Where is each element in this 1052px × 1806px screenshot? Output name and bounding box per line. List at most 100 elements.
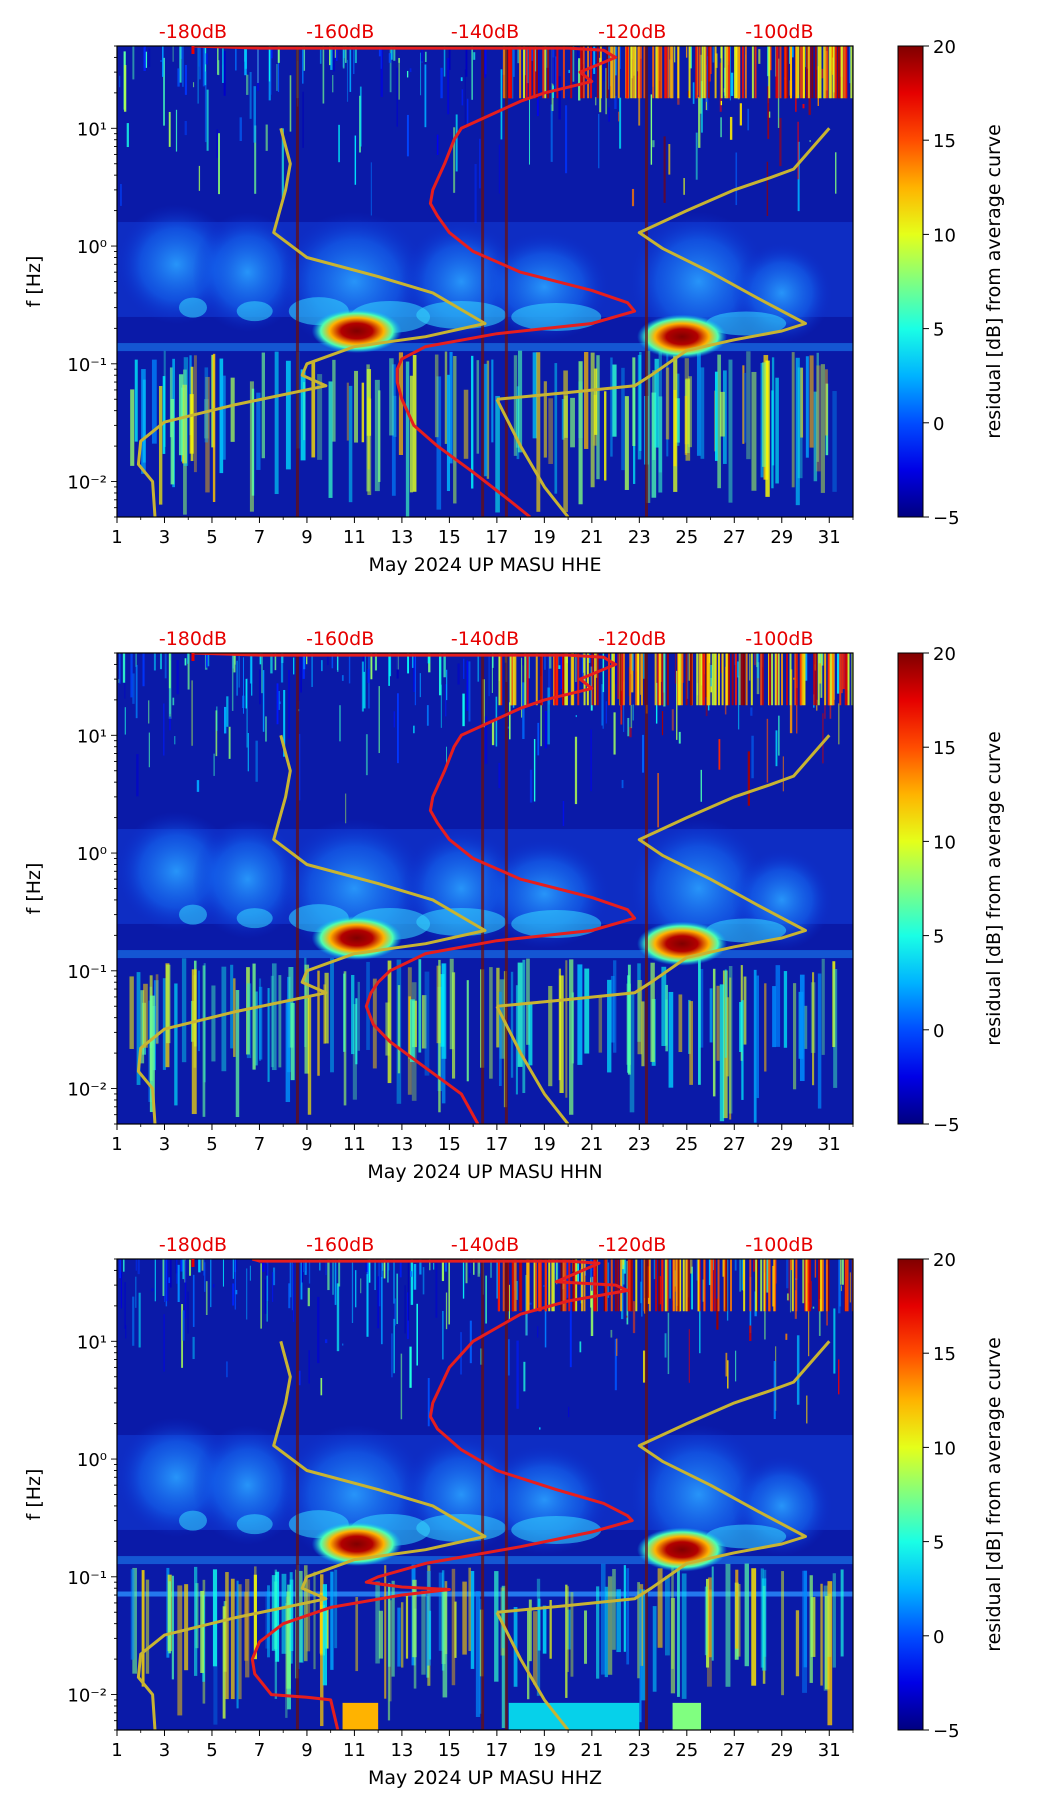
hf-streak bbox=[232, 1259, 234, 1279]
hf-streak bbox=[298, 733, 301, 801]
hf-streak bbox=[203, 1259, 205, 1276]
hf-streak bbox=[812, 1306, 815, 1309]
hf-streak bbox=[242, 657, 244, 714]
hf-streak bbox=[632, 1301, 636, 1334]
hf-streak bbox=[393, 1259, 395, 1304]
lf-streak bbox=[651, 392, 657, 498]
noise-line bbox=[117, 1591, 853, 1597]
hf-streak bbox=[443, 653, 446, 678]
hf-streak bbox=[426, 705, 429, 726]
hf-streak bbox=[509, 46, 512, 99]
hf-streak bbox=[739, 103, 742, 126]
hf-streak bbox=[409, 1346, 412, 1388]
hf-streak bbox=[308, 1259, 311, 1284]
x-tick-label: 31 bbox=[818, 1134, 841, 1155]
hf-streak bbox=[298, 1370, 301, 1386]
lf-streak bbox=[569, 959, 574, 1115]
hf-streak bbox=[751, 735, 754, 779]
hf-streak bbox=[846, 653, 849, 706]
hf-streak bbox=[842, 653, 845, 690]
lf-streak bbox=[681, 1573, 687, 1699]
lf-streak bbox=[222, 1606, 226, 1719]
lf-streak bbox=[143, 983, 148, 1048]
hf-streak bbox=[671, 709, 674, 731]
hf-streak bbox=[657, 653, 660, 706]
spectrogram-texture bbox=[117, 653, 853, 1124]
lf-streak bbox=[810, 1597, 816, 1657]
lf-streak bbox=[689, 1001, 693, 1085]
hf-streak bbox=[574, 736, 578, 805]
hf-streak bbox=[398, 57, 400, 63]
lf-streak bbox=[700, 367, 705, 459]
lf-streak bbox=[800, 367, 804, 438]
db-axis-label: -140dB bbox=[451, 21, 519, 43]
x-tick-label: 19 bbox=[533, 1740, 556, 1761]
hf-streak bbox=[615, 653, 617, 685]
lf-streak bbox=[515, 397, 520, 448]
lf-streak bbox=[612, 364, 617, 437]
lf-streak bbox=[258, 986, 263, 1060]
x-tick-label: 9 bbox=[301, 1134, 312, 1155]
hf-streak bbox=[605, 68, 607, 115]
hf-streak bbox=[717, 1259, 720, 1312]
hf-streak bbox=[730, 72, 734, 96]
y-tick-label: 10⁻² bbox=[67, 473, 107, 494]
hf-streak bbox=[565, 653, 568, 706]
hf-streak bbox=[672, 1259, 675, 1312]
x-tick-label: 19 bbox=[533, 527, 556, 548]
lf-streak bbox=[677, 1564, 680, 1697]
x-tick-label: 23 bbox=[628, 1740, 651, 1761]
lf-streak bbox=[803, 1570, 808, 1668]
hf-streak bbox=[671, 46, 674, 99]
hf-streak bbox=[120, 184, 122, 206]
hf-streak bbox=[400, 1353, 403, 1420]
hf-streak bbox=[728, 46, 731, 99]
lf-streak bbox=[578, 361, 583, 505]
hf-streak bbox=[749, 1259, 752, 1312]
lf-streak bbox=[832, 1573, 836, 1668]
lf-streak bbox=[322, 1584, 327, 1686]
lf-streak bbox=[832, 961, 836, 1048]
hf-streak bbox=[324, 1339, 328, 1344]
lf-streak bbox=[212, 1569, 218, 1667]
lf-streak bbox=[775, 965, 781, 1047]
colorbar-tick-label: 0 bbox=[933, 414, 944, 435]
lf-streak bbox=[688, 376, 693, 448]
lf-streak bbox=[245, 1578, 250, 1678]
lf-streak bbox=[249, 381, 254, 512]
lf-streak bbox=[398, 352, 404, 455]
hf-streak bbox=[175, 109, 178, 152]
lf-streak bbox=[548, 985, 553, 1087]
y-axis-label: f [Hz] bbox=[23, 256, 45, 308]
noise-blob bbox=[178, 904, 207, 925]
lf-streak bbox=[304, 1565, 308, 1662]
hf-streak bbox=[205, 53, 208, 65]
lf-streak bbox=[486, 360, 490, 479]
lf-streak bbox=[604, 1586, 608, 1678]
hf-streak bbox=[507, 1259, 510, 1312]
hf-streak bbox=[360, 1278, 362, 1294]
lf-streak bbox=[230, 964, 234, 1049]
hf-streak bbox=[786, 1293, 789, 1301]
hf-streak bbox=[440, 67, 443, 99]
hf-streak bbox=[462, 693, 465, 727]
lf-streak bbox=[510, 971, 514, 1078]
hf-streak bbox=[138, 1292, 141, 1348]
x-tick-label: 19 bbox=[533, 1134, 556, 1155]
noise-blob bbox=[178, 297, 207, 318]
lf-streak bbox=[772, 986, 776, 1048]
hf-streak bbox=[410, 1271, 413, 1277]
curve-2 bbox=[136, 127, 487, 517]
hf-streak bbox=[775, 653, 778, 706]
lf-streak bbox=[833, 969, 838, 1088]
db-axis-label: -140dB bbox=[451, 628, 519, 650]
hf-streak bbox=[562, 653, 565, 706]
hf-streak bbox=[657, 46, 660, 99]
lf-streak bbox=[600, 1563, 606, 1675]
hf-streak bbox=[760, 1259, 763, 1312]
colorbar-tick-label: 15 bbox=[933, 738, 956, 759]
lf-streak bbox=[533, 1611, 538, 1685]
lf-streak bbox=[463, 389, 469, 459]
hf-streak bbox=[832, 46, 835, 99]
colorbar-tick-label: 15 bbox=[933, 1344, 956, 1365]
